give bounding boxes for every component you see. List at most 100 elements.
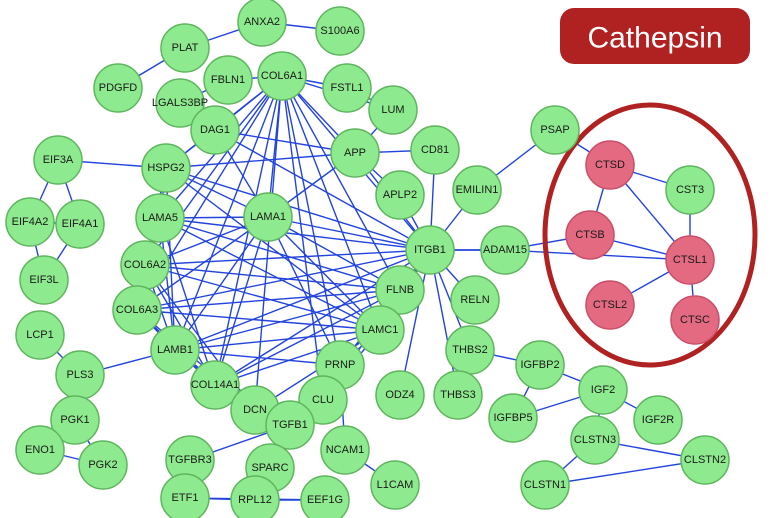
- node-circle: [446, 326, 494, 374]
- node-circle: [666, 166, 714, 214]
- node-CST3: CST3: [666, 166, 714, 214]
- node-circle: [161, 474, 209, 518]
- node-CLSTN1: CLSTN1: [521, 461, 569, 509]
- node-IGF2: IGF2: [579, 366, 627, 414]
- node-ADAM15: ADAM15: [481, 226, 529, 274]
- node-circle: [681, 436, 729, 484]
- node-THBS3: THBS3: [434, 371, 482, 419]
- node-circle: [489, 394, 537, 442]
- node-circle: [451, 276, 499, 324]
- node-circle: [411, 126, 459, 174]
- node-IGFBP2: IGFBP2: [516, 341, 564, 389]
- node-APLP2: APLP2: [376, 171, 424, 219]
- node-CLSTN2: CLSTN2: [681, 436, 729, 484]
- node-LUM: LUM: [369, 86, 417, 134]
- node-circle: [453, 166, 501, 214]
- node-LCP1: LCP1: [16, 311, 64, 359]
- node-RPL12: RPL12: [231, 476, 279, 518]
- node-circle: [161, 24, 209, 72]
- node-circle: [121, 241, 169, 289]
- node-circle: [321, 426, 369, 474]
- node-circle: [579, 366, 627, 414]
- edge: [282, 76, 380, 330]
- node-CTSL1: CTSL1: [666, 236, 714, 284]
- node-circle: [151, 326, 199, 374]
- node-circle: [566, 211, 614, 259]
- node-EIF3L: EIF3L: [20, 256, 68, 304]
- node-EIF3A: EIF3A: [34, 136, 82, 184]
- node-NCAM1: NCAM1: [321, 426, 369, 474]
- node-circle: [142, 144, 190, 192]
- node-DAG1: DAG1: [191, 106, 239, 154]
- node-ENO1: ENO1: [16, 426, 64, 474]
- node-circle: [258, 52, 306, 100]
- node-RELN: RELN: [451, 276, 499, 324]
- node-L1CAM: L1CAM: [371, 461, 419, 509]
- node-circle: [94, 64, 142, 112]
- node-circle: [671, 296, 719, 344]
- node-circle: [204, 56, 252, 104]
- node-ITGB1: ITGB1: [406, 226, 454, 274]
- node-circle: [301, 476, 349, 518]
- node-CTSD: CTSD: [586, 141, 634, 189]
- node-IGFBP5: IGFBP5: [489, 394, 537, 442]
- node-ODZ4: ODZ4: [376, 371, 424, 419]
- node-circle: [406, 226, 454, 274]
- node-PGK2: PGK2: [79, 441, 127, 489]
- node-FBLN1: FBLN1: [204, 56, 252, 104]
- node-circle: [371, 461, 419, 509]
- node-APP: APP: [331, 129, 379, 177]
- node-circle: [323, 64, 371, 112]
- nodes-layer: ANXA2S100A6PLATFBLN1COL6A1FSTL1LUMPDGFDL…: [6, 0, 729, 518]
- node-circle: [16, 426, 64, 474]
- node-circle: [113, 286, 161, 334]
- node-EIF4A1: EIF4A1: [56, 200, 104, 248]
- node-PSAP: PSAP: [531, 106, 579, 154]
- node-circle: [16, 311, 64, 359]
- node-circle: [376, 171, 424, 219]
- node-circle: [20, 256, 68, 304]
- node-circle: [244, 193, 292, 241]
- node-EIF4A2: EIF4A2: [6, 198, 54, 246]
- cathepsin-badge: Cathepsin: [560, 8, 750, 64]
- node-circle: [231, 476, 279, 518]
- badge-label: Cathepsin: [587, 22, 722, 55]
- node-circle: [79, 441, 127, 489]
- node-CTSL2: CTSL2: [586, 281, 634, 329]
- node-circle: [136, 194, 184, 242]
- node-CTSB: CTSB: [566, 211, 614, 259]
- node-COL6A1: COL6A1: [258, 52, 306, 100]
- node-S100A6: S100A6: [316, 7, 364, 55]
- node-circle: [634, 396, 682, 444]
- node-circle: [56, 200, 104, 248]
- node-circle: [316, 7, 364, 55]
- node-circle: [238, 0, 286, 46]
- node-LAMA1: LAMA1: [244, 193, 292, 241]
- node-LAMA5: LAMA5: [136, 194, 184, 242]
- node-ETF1: ETF1: [161, 474, 209, 518]
- node-CLSTN3: CLSTN3: [571, 416, 619, 464]
- node-circle: [481, 226, 529, 274]
- node-PLS3: PLS3: [56, 351, 104, 399]
- node-circle: [376, 371, 424, 419]
- node-circle: [521, 461, 569, 509]
- node-circle: [331, 129, 379, 177]
- node-CTSC: CTSC: [671, 296, 719, 344]
- node-circle: [571, 416, 619, 464]
- node-circle: [6, 198, 54, 246]
- node-circle: [56, 351, 104, 399]
- node-circle: [369, 86, 417, 134]
- node-COL6A3: COL6A3: [113, 286, 161, 334]
- node-EEF1G: EEF1G: [301, 476, 349, 518]
- node-HSPG2: HSPG2: [142, 144, 190, 192]
- node-CD81: CD81: [411, 126, 459, 174]
- node-PLAT: PLAT: [161, 24, 209, 72]
- node-circle: [516, 341, 564, 389]
- node-COL6A2: COL6A2: [121, 241, 169, 289]
- node-circle: [531, 106, 579, 154]
- node-circle: [434, 371, 482, 419]
- node-IGF2R: IGF2R: [634, 396, 682, 444]
- node-LAMC1: LAMC1: [356, 306, 404, 354]
- node-circle: [586, 141, 634, 189]
- node-circle: [586, 281, 634, 329]
